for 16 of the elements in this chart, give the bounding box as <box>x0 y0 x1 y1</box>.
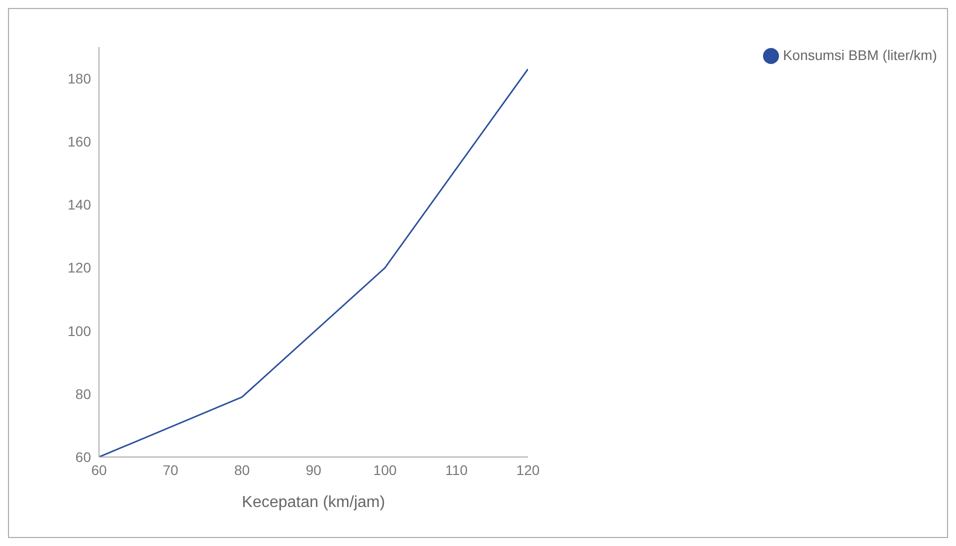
y-tick-label: 160 <box>68 134 92 150</box>
y-tick-label: 60 <box>75 448 92 465</box>
x-tick-label: 110 <box>445 462 468 478</box>
x-tick-label: 100 <box>373 462 397 478</box>
x-axis-title: Kecepatan (km/jam) <box>242 494 386 511</box>
x-tick-label: 90 <box>306 462 322 478</box>
x-tick-label: 60 <box>91 462 107 478</box>
legend-label: Konsumsi BBM (liter/km) <box>782 47 937 63</box>
y-tick-label: 140 <box>68 196 92 213</box>
y-tick-label: 180 <box>68 70 92 87</box>
y-tick-label: 120 <box>68 260 92 276</box>
y-tick-label: 100 <box>68 322 92 339</box>
y-tick-label: 80 <box>75 386 92 402</box>
x-tick-label: 70 <box>162 462 178 478</box>
x-tick-label: 80 <box>234 462 250 478</box>
x-tick-label: 120 <box>516 462 540 478</box>
